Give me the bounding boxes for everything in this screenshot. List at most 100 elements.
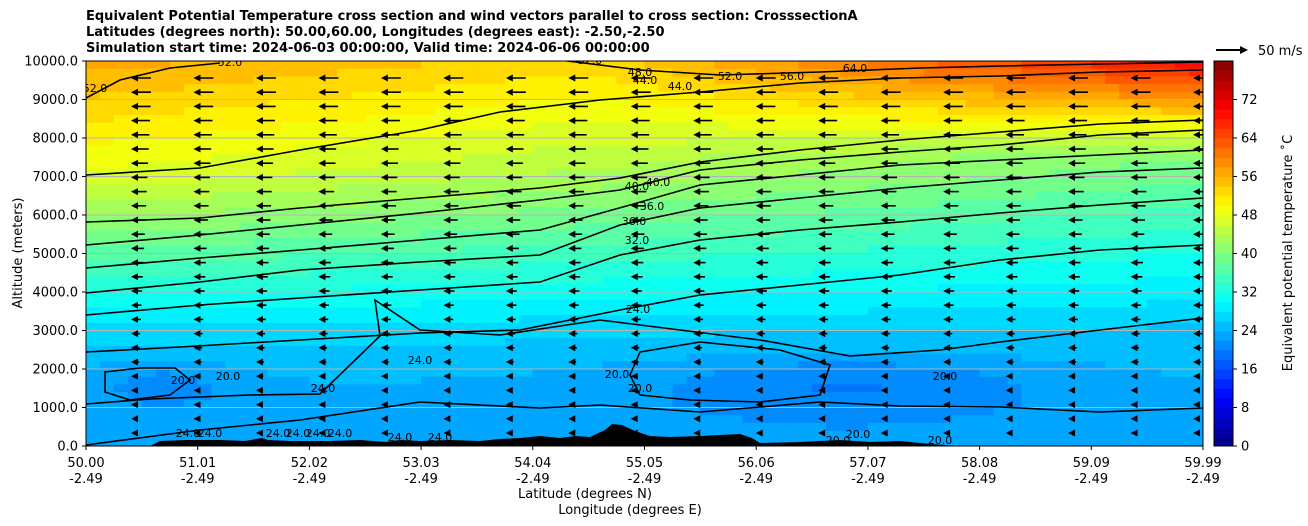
field-cell [379,292,394,301]
field-cell [853,215,869,224]
field-cell [1035,268,1051,278]
field-cell [630,122,646,131]
field-cell [1091,191,1106,201]
wind-vector-head [1130,273,1138,281]
field-cell [281,61,297,70]
field-cell [644,184,660,193]
field-cell [379,191,394,201]
field-cell [812,245,827,255]
wind-vector-head [1005,244,1013,252]
field-cell [588,207,604,216]
field-cell [1119,345,1134,355]
field-cell [686,91,701,101]
field-cell [798,407,813,416]
field-cell [616,145,632,154]
field-cell [532,61,548,70]
field-cell [86,422,101,432]
field-cell [993,361,1009,370]
field-cell [86,76,101,85]
field-cell [1175,168,1190,178]
field-cell [1175,345,1190,355]
field-cell [295,292,310,301]
field-cell [881,153,897,162]
field-cell [672,207,687,216]
field-cell [267,284,283,293]
field-cell [476,384,492,393]
field-cell [1007,292,1023,301]
field-cell [937,238,953,247]
wind-vector-head [193,372,201,380]
field-cell [951,284,967,293]
wind-vector-head [693,401,701,409]
field-cell [379,322,394,332]
wind-vector-head [630,315,638,323]
field-cell [574,253,590,262]
field-cell [826,276,841,285]
field-cell [449,68,464,77]
field-cell [86,407,101,416]
field-cell [742,422,757,432]
field-cell [812,276,827,285]
field-cell [672,345,687,355]
field-cell [239,307,255,316]
field-cell [686,122,701,131]
wind-vector-head [131,429,138,437]
wind-vector-head [943,401,951,409]
field-cell [532,376,548,385]
field-cell [867,322,883,332]
field-cell [1049,322,1064,332]
field-cell [1105,176,1120,185]
field-cell [281,268,297,278]
field-cell [826,415,841,424]
field-cell [1007,222,1023,231]
contour-label: 20.0 [846,428,871,441]
field-cell [853,114,869,124]
field-cell [211,84,227,93]
field-cell [183,430,199,439]
field-cell [1049,199,1064,208]
field-cell [672,222,687,231]
wind-vector-head [131,330,138,338]
field-cell [155,161,171,170]
field-cell [756,338,771,347]
field-cell [867,130,883,139]
field-cell [700,191,715,201]
field-cell [728,168,743,178]
field-cell [923,438,939,446]
field-cell [1105,307,1120,316]
field-cell [365,353,380,362]
field-cell [1161,369,1176,378]
field-cell [183,338,199,347]
field-cell [462,268,478,278]
field-cell [365,399,380,409]
field-cell [602,276,618,285]
field-cell [365,268,380,278]
field-cell [393,107,408,116]
field-cell [979,153,995,162]
field-cell [881,99,897,108]
field-cell [127,68,143,77]
field-cell [686,299,701,308]
field-cell [979,253,995,262]
field-cell [993,399,1009,409]
field-cell [86,215,101,224]
field-cell [379,168,394,178]
field-cell [909,215,925,224]
wind-vector-head [568,145,576,153]
field-cell [1161,114,1176,124]
field-cell [812,376,827,385]
field-cell [99,315,115,324]
field-cell [839,199,855,208]
field-cell [421,145,436,154]
field-cell [658,415,674,424]
field-cell [435,330,450,339]
field-cell [812,238,827,247]
field-cell [197,207,213,216]
field-cell [1189,407,1203,416]
field-cell [532,353,548,362]
field-cell [658,91,674,101]
field-cell [574,261,590,270]
field-cell [86,161,101,170]
field-cell [1175,84,1190,93]
field-cell [909,292,925,301]
